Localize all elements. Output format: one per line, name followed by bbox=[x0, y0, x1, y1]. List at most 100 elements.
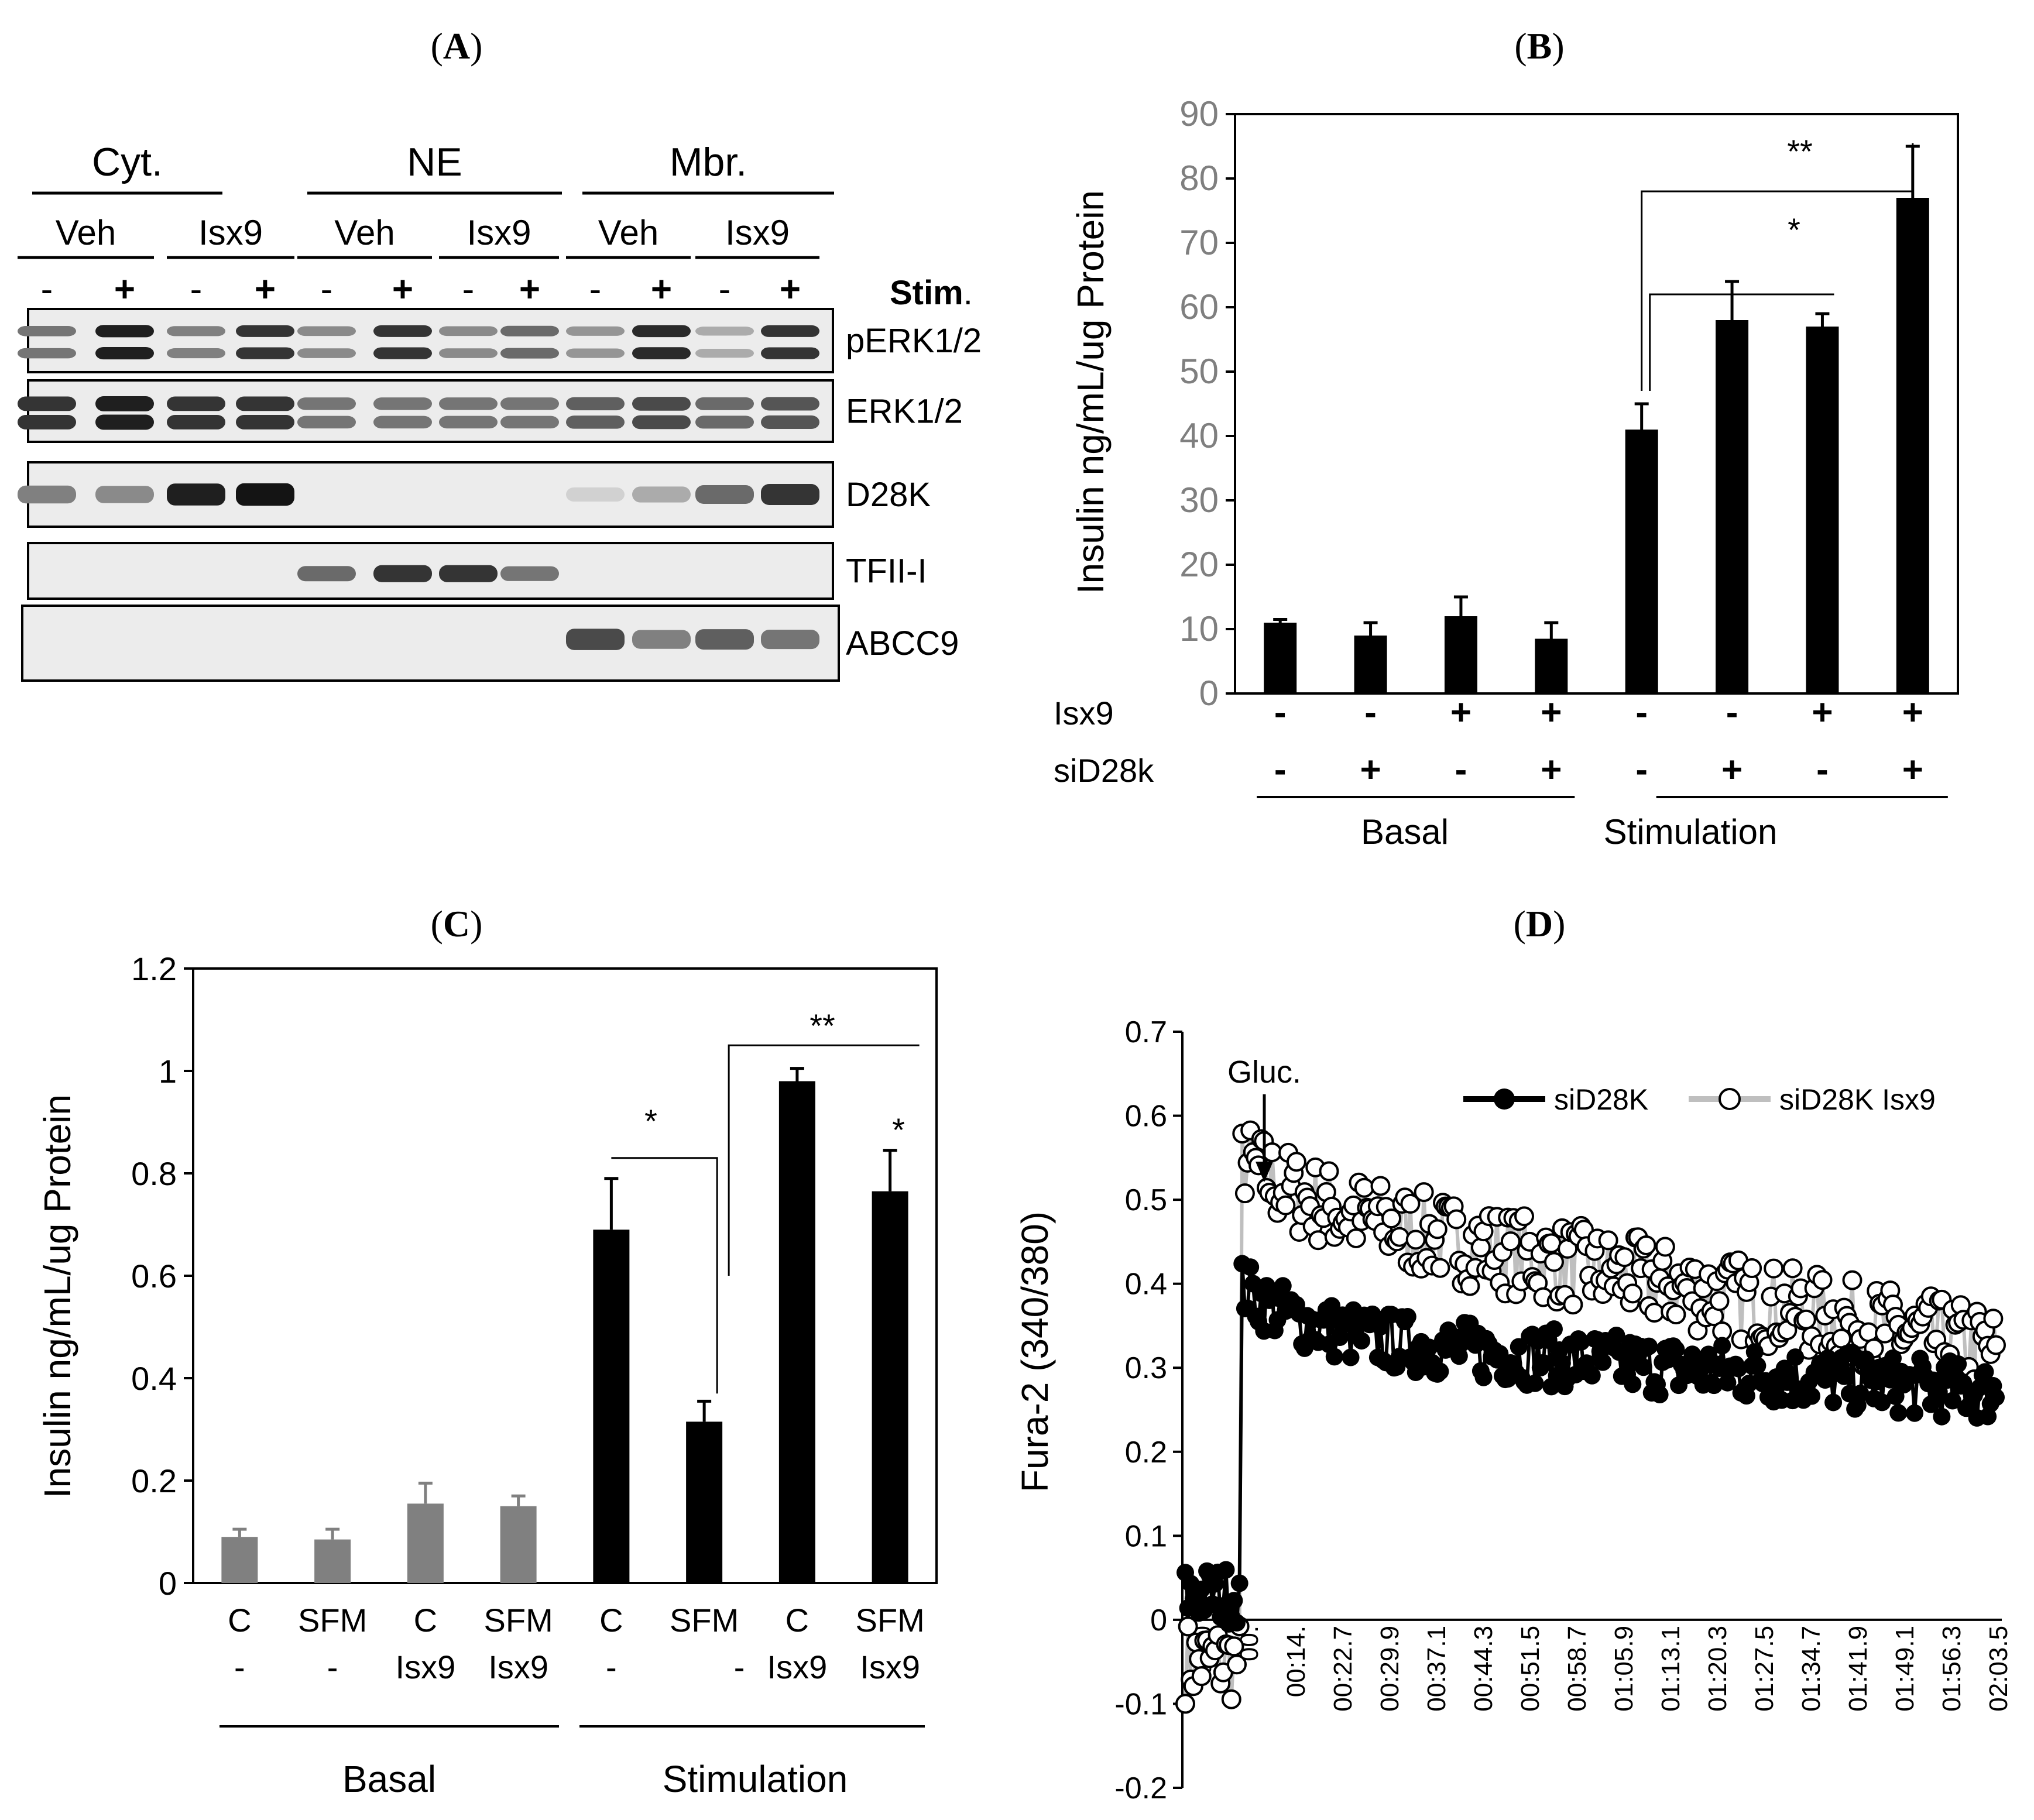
category-label: C bbox=[228, 1602, 251, 1639]
sid28k-sign: - bbox=[1274, 750, 1287, 790]
blot-band bbox=[167, 348, 225, 359]
y-tick-label: 0.8 bbox=[131, 1155, 177, 1192]
blot-band bbox=[167, 396, 225, 411]
data-point-open bbox=[1543, 1252, 1564, 1272]
y-tick-label: 60 bbox=[1179, 287, 1219, 327]
data-point-open bbox=[1500, 1231, 1521, 1252]
blot-band bbox=[761, 630, 819, 650]
data-point-filled bbox=[1906, 1404, 1924, 1422]
data-point-open bbox=[1563, 1294, 1583, 1315]
blot-band bbox=[297, 415, 356, 429]
bar bbox=[1264, 623, 1297, 693]
treatment-label: Veh bbox=[56, 213, 116, 252]
y-tick-label: 10 bbox=[1179, 609, 1219, 648]
x-tick-label: 01:41.9 bbox=[1844, 1626, 1872, 1712]
x-tick-label: 01:56.3 bbox=[1937, 1626, 1966, 1712]
data-point-filled bbox=[1274, 1277, 1292, 1295]
chart-b-sig-double: ** bbox=[1787, 133, 1813, 170]
category-label: C bbox=[786, 1602, 809, 1639]
bar bbox=[314, 1539, 351, 1583]
blot-band bbox=[373, 565, 432, 582]
data-point-filled bbox=[1835, 1367, 1853, 1385]
x-tick-label: 00:37.1 bbox=[1422, 1626, 1451, 1712]
data-point-open bbox=[1782, 1258, 1803, 1279]
data-point-open bbox=[1346, 1228, 1366, 1248]
y-tick-label: 0.1 bbox=[1125, 1519, 1167, 1553]
data-point-filled bbox=[1526, 1374, 1544, 1392]
blot-band bbox=[632, 415, 691, 430]
x-tick-label: 01:20.3 bbox=[1703, 1626, 1732, 1712]
data-point-open bbox=[1598, 1230, 1618, 1251]
data-point-open bbox=[1191, 1666, 1212, 1687]
data-point-filled bbox=[1545, 1320, 1563, 1338]
treatment-label: Isx9 bbox=[725, 213, 790, 252]
chart-c-group-stimulation: Stimulation bbox=[663, 1758, 848, 1800]
data-point-open bbox=[1764, 1258, 1784, 1279]
panel-label-b: (B) bbox=[1514, 25, 1564, 67]
data-point-open bbox=[1460, 1276, 1480, 1296]
significance-bracket bbox=[1649, 293, 1834, 391]
sid28k-sign: + bbox=[1902, 750, 1923, 790]
blot-band bbox=[439, 348, 498, 358]
blot-box bbox=[27, 308, 834, 373]
y-tick-label: 80 bbox=[1179, 159, 1219, 198]
chart-c-sig-2: ** bbox=[810, 1007, 835, 1044]
treatment-label: - bbox=[606, 1649, 617, 1685]
blot-band bbox=[632, 347, 691, 359]
treatment-label: - bbox=[234, 1649, 245, 1685]
data-point-open bbox=[1644, 1303, 1665, 1323]
data-point-filled bbox=[1949, 1355, 1967, 1373]
blot-band bbox=[95, 347, 154, 360]
chart-b-sig-single: * bbox=[1788, 211, 1800, 248]
blot-band bbox=[18, 485, 76, 504]
isx9-sign: + bbox=[1541, 692, 1562, 733]
data-point-filled bbox=[1713, 1337, 1731, 1355]
sid28k-sign: + bbox=[1541, 750, 1562, 790]
blot-band bbox=[695, 348, 754, 358]
data-point-filled bbox=[1398, 1308, 1416, 1326]
data-point-filled bbox=[1640, 1337, 1658, 1355]
data-point-open bbox=[1842, 1270, 1863, 1290]
sid28k-sign: - bbox=[1816, 750, 1829, 790]
blot-box bbox=[27, 379, 834, 443]
treatment-label: - bbox=[734, 1649, 745, 1685]
y-tick-label: 0.4 bbox=[1125, 1268, 1167, 1302]
treatment-label: Isx9 bbox=[198, 213, 263, 252]
significance-bracket bbox=[611, 1157, 718, 1394]
chart-b-group-stimulation: Stimulation bbox=[1604, 812, 1778, 851]
data-point-filled bbox=[1594, 1353, 1612, 1371]
data-point-filled bbox=[1729, 1359, 1747, 1378]
y-tick-label: 0 bbox=[1199, 674, 1219, 713]
data-point-filled bbox=[1634, 1358, 1652, 1376]
y-tick-label: 0.7 bbox=[1125, 1015, 1167, 1049]
stim-sign: + bbox=[519, 269, 540, 310]
treatment-label: Veh bbox=[334, 213, 395, 252]
bar bbox=[1806, 327, 1839, 693]
legend-marker-1 bbox=[1494, 1088, 1515, 1110]
data-point-filled bbox=[1933, 1407, 1951, 1426]
scatter-chart-d: Fura-2 (340/380) Gluc. siD28K siD28K Isx… bbox=[1014, 1015, 2034, 1805]
blot-band bbox=[95, 325, 154, 338]
plot-frame bbox=[1234, 113, 1959, 695]
stim-label: Stim. bbox=[890, 274, 973, 312]
blot-band bbox=[632, 325, 691, 338]
data-point-open bbox=[1614, 1247, 1635, 1268]
stim-sign: - bbox=[719, 269, 731, 310]
data-point-open bbox=[1178, 1616, 1198, 1637]
chart-d-annotation: Gluc. bbox=[1227, 1055, 1301, 1090]
stim-sign: + bbox=[392, 269, 413, 310]
data-point-filled bbox=[1583, 1366, 1601, 1385]
chart-b-group-basal: Basal bbox=[1361, 812, 1449, 851]
western-blot-panel: Cyt. NE Mbr. Veh Isx9 Veh Isx9 Veh Isx9 - + - + - + - + -… bbox=[18, 140, 982, 682]
data-point-filled bbox=[1683, 1345, 1702, 1364]
blot-band bbox=[297, 348, 356, 358]
data-point-filled bbox=[1705, 1376, 1723, 1395]
blot-band bbox=[373, 347, 432, 359]
blot-band bbox=[297, 397, 356, 410]
blot-band bbox=[632, 397, 691, 411]
blot-label: ERK1/2 bbox=[846, 393, 963, 431]
x-tick-label: 01:34.7 bbox=[1797, 1626, 1826, 1712]
chart-b-row-label-isx9: Isx9 bbox=[1054, 695, 1114, 732]
data-point-open bbox=[1221, 1689, 1241, 1709]
blot-band bbox=[500, 348, 559, 359]
